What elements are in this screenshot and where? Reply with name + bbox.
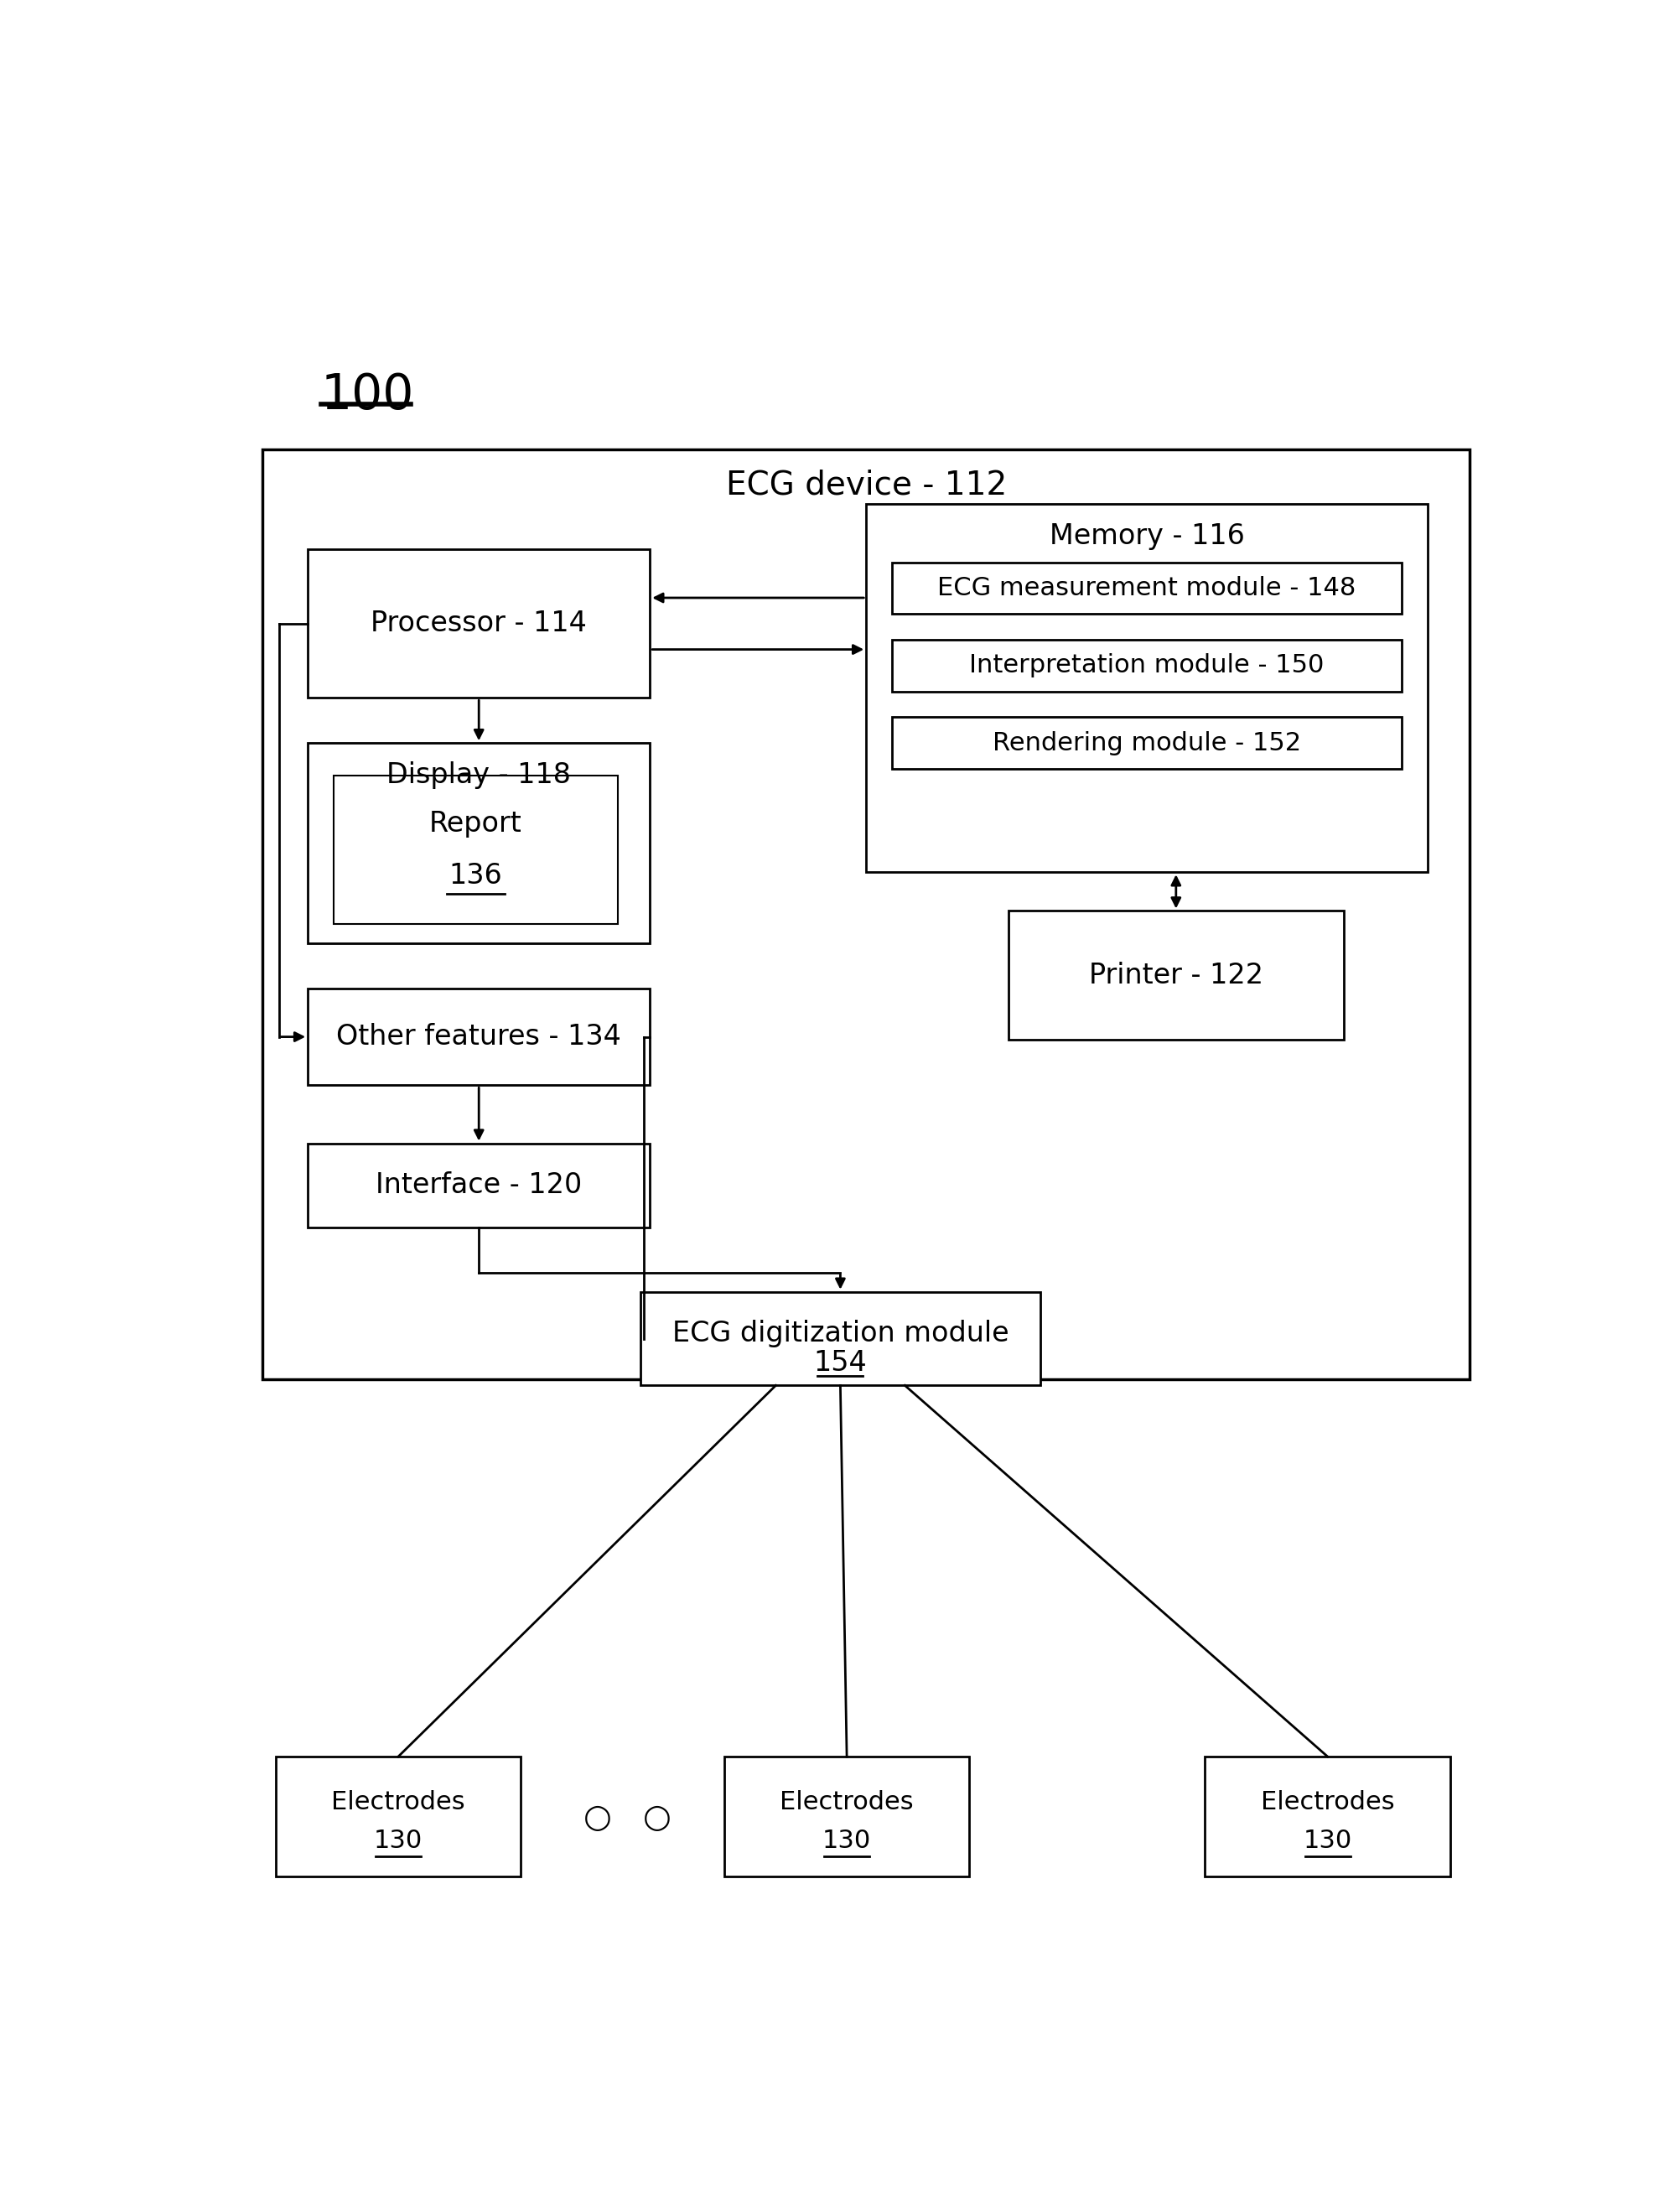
- Text: Memory - 116: Memory - 116: [1050, 522, 1245, 551]
- Text: Processor - 114: Processor - 114: [371, 610, 586, 637]
- Bar: [892, 639, 1401, 692]
- Text: Rendering module - 152: Rendering module - 152: [993, 732, 1302, 756]
- Bar: [867, 504, 1428, 871]
- Text: ECG measurement module - 148: ECG measurement module - 148: [937, 577, 1356, 599]
- Bar: [1008, 911, 1344, 1039]
- Bar: [307, 1143, 650, 1227]
- Bar: [307, 988, 650, 1086]
- Bar: [1205, 1758, 1450, 1877]
- Text: 130: 130: [373, 1828, 423, 1853]
- Bar: [307, 548, 650, 699]
- Text: Report: Report: [428, 809, 522, 838]
- Bar: [262, 449, 1470, 1380]
- Bar: [724, 1758, 969, 1877]
- Text: Interface - 120: Interface - 120: [376, 1172, 581, 1198]
- Bar: [276, 1758, 521, 1877]
- Bar: [892, 716, 1401, 769]
- Text: Electrodes: Electrodes: [780, 1789, 914, 1813]
- Text: Electrodes: Electrodes: [331, 1789, 465, 1813]
- Text: Electrodes: Electrodes: [1260, 1789, 1394, 1813]
- Bar: [892, 562, 1401, 615]
- Text: 100: 100: [321, 371, 413, 420]
- Bar: [307, 743, 650, 944]
- Text: Display - 118: Display - 118: [386, 761, 571, 789]
- Text: 130: 130: [1304, 1828, 1352, 1853]
- Text: Printer - 122: Printer - 122: [1089, 962, 1263, 988]
- Text: ○   ○: ○ ○: [583, 1802, 672, 1833]
- Text: 154: 154: [813, 1349, 867, 1377]
- Text: ECG digitization module: ECG digitization module: [672, 1320, 1008, 1349]
- Text: ECG device - 112: ECG device - 112: [726, 469, 1006, 500]
- Bar: [334, 776, 618, 924]
- Text: 136: 136: [449, 862, 502, 889]
- Text: Interpretation module - 150: Interpretation module - 150: [969, 654, 1324, 679]
- Text: Other features - 134: Other features - 134: [336, 1024, 622, 1050]
- Text: 130: 130: [823, 1828, 872, 1853]
- Bar: [640, 1291, 1040, 1386]
